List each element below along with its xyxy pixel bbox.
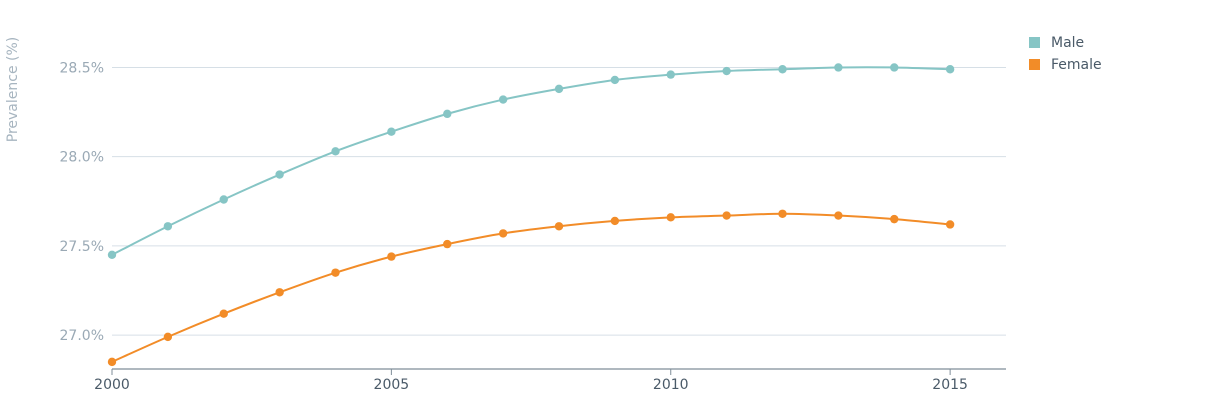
y-tick-label: 27.5% [60,239,104,255]
series-female [107,209,955,367]
data-point-female[interactable] [219,309,228,318]
legend-swatch [1029,37,1040,48]
data-point-male[interactable] [778,65,787,74]
data-point-female[interactable] [387,252,396,261]
data-point-male[interactable] [890,63,899,72]
y-axis-ticks: 27.0% 27.5% 28.0% 28.5% [60,60,104,344]
data-point-male[interactable] [107,250,117,260]
data-point-female[interactable] [443,239,452,249]
series-male [107,63,955,260]
data-point-male[interactable] [331,147,340,156]
series-line-male [111,66,951,256]
y-tick-label: 27.0% [60,328,104,344]
data-point-female[interactable] [722,211,731,220]
series-lines [107,63,955,367]
data-point-male[interactable] [945,65,955,74]
data-point-male[interactable] [610,75,620,85]
data-point-female[interactable] [107,357,117,367]
data-point-female[interactable] [275,288,284,297]
series-line-female [111,212,951,363]
y-axis-label: Prevalence (%) [5,37,21,143]
legend-item-female[interactable]: Female [1029,57,1102,73]
data-point-female[interactable] [610,216,620,226]
y-tick-label: 28.0% [60,150,104,166]
data-point-male[interactable] [498,95,508,104]
x-tick-label: 2015 [932,377,968,393]
x-tick-label: 2010 [653,377,689,393]
data-point-female[interactable] [778,209,787,218]
data-point-female[interactable] [666,213,675,222]
data-point-male[interactable] [722,66,731,76]
data-point-male[interactable] [834,63,843,72]
x-axis-ticks: 2000 2005 2010 2015 [94,369,968,393]
data-point-male[interactable] [387,127,396,136]
data-point-female[interactable] [331,268,340,277]
data-point-female[interactable] [554,222,564,231]
data-point-female[interactable] [498,229,508,238]
data-point-female[interactable] [834,211,843,220]
data-point-male[interactable] [275,170,284,179]
data-point-male[interactable] [554,84,564,94]
x-tick-label: 2005 [374,377,410,393]
legend: Male Female [1029,35,1102,73]
data-point-female[interactable] [890,214,899,224]
data-point-male[interactable] [666,70,675,79]
legend-label: Male [1051,35,1084,51]
data-point-female[interactable] [163,332,173,342]
x-tick-label: 2000 [94,377,130,393]
grid-lines [112,66,1006,336]
legend-label: Female [1051,57,1102,73]
y-tick-label: 28.5% [60,60,104,76]
data-point-male[interactable] [219,195,228,204]
legend-item-male[interactable]: Male [1029,35,1084,51]
legend-swatch [1029,59,1040,70]
data-point-female[interactable] [945,220,955,229]
data-point-male[interactable] [443,109,452,119]
data-point-male[interactable] [163,222,173,231]
